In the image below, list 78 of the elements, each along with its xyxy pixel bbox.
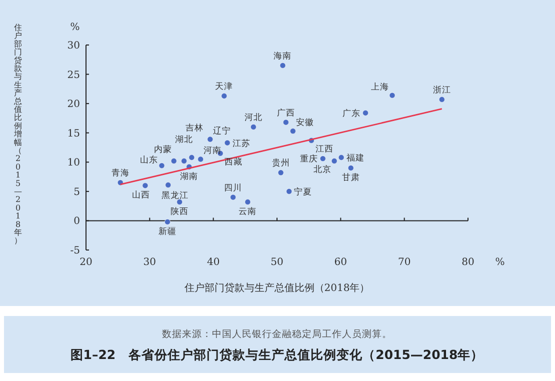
point bbox=[278, 170, 284, 176]
point bbox=[224, 140, 230, 146]
y-tick-label: 20 bbox=[67, 99, 80, 110]
label: 内蒙 bbox=[154, 144, 172, 155]
text: % bbox=[70, 22, 80, 33]
label: 辽宁 bbox=[213, 126, 232, 136]
point bbox=[165, 182, 172, 188]
point bbox=[331, 158, 338, 164]
label: 浙江 bbox=[432, 85, 451, 96]
point bbox=[320, 156, 326, 162]
y-tick-label: 25 bbox=[67, 70, 80, 81]
label: 云南 bbox=[238, 206, 257, 217]
label: 河南 bbox=[204, 146, 222, 156]
x-tick-label: 60 bbox=[334, 257, 348, 268]
x-tick-label: 50 bbox=[270, 257, 284, 268]
label: 贵州 bbox=[272, 158, 290, 169]
source-note: 数据来源：中国人民银行金融稳定局工作人员测算。 bbox=[162, 328, 392, 340]
label: 山东 bbox=[140, 156, 158, 166]
label: 河北 bbox=[244, 113, 262, 123]
point bbox=[164, 218, 171, 225]
point bbox=[207, 136, 214, 142]
point bbox=[230, 194, 236, 200]
label: 江西 bbox=[315, 144, 334, 154]
point bbox=[362, 110, 369, 116]
point bbox=[282, 119, 290, 126]
label: 陕西 bbox=[170, 206, 189, 217]
label: 青海 bbox=[111, 168, 130, 179]
label: 湖南 bbox=[180, 172, 198, 182]
label: 广东 bbox=[342, 108, 360, 119]
y-axis-title: 住户部门贷款与生产总值比例增幅（2015—2018年） bbox=[14, 23, 22, 246]
label: 湖北 bbox=[175, 134, 194, 145]
point bbox=[250, 124, 257, 130]
label: 重庆 bbox=[300, 154, 318, 165]
point bbox=[180, 158, 188, 164]
point bbox=[244, 198, 251, 206]
point bbox=[438, 96, 445, 103]
point bbox=[389, 92, 396, 98]
x-axis-title: 住户部门贷款与生产总值比例（2018年） bbox=[184, 282, 370, 294]
y-tick-label: 15 bbox=[67, 128, 80, 140]
label: 西藏 bbox=[224, 157, 242, 168]
y-tick-label: 0 bbox=[74, 216, 80, 228]
point bbox=[348, 164, 354, 172]
point bbox=[290, 128, 296, 134]
point bbox=[280, 62, 286, 69]
label: 福建 bbox=[346, 153, 364, 164]
label: 上海 bbox=[371, 82, 390, 92]
text: 图1–22 各省份住户部门贷款与生产总值比例变化（2015—2018年） bbox=[70, 347, 484, 362]
label: 广西 bbox=[276, 108, 295, 118]
x-tick-label: 30 bbox=[143, 257, 156, 268]
label: 吉林 bbox=[186, 123, 204, 134]
text: % bbox=[495, 257, 505, 268]
point bbox=[198, 156, 204, 162]
point bbox=[286, 188, 292, 195]
label: 宁夏 bbox=[294, 187, 312, 198]
y-tick-label: -5 bbox=[70, 246, 80, 256]
label: 黑龙江 bbox=[162, 190, 189, 201]
label: 甘肃 bbox=[342, 173, 360, 183]
label: 天津 bbox=[215, 82, 234, 92]
y-tick-label: 5 bbox=[74, 186, 80, 198]
point bbox=[188, 154, 195, 161]
point bbox=[142, 182, 148, 189]
x-tick-label: 80 bbox=[462, 257, 474, 268]
point bbox=[170, 158, 177, 164]
label: 四川 bbox=[224, 183, 242, 194]
label: 山西 bbox=[132, 190, 150, 201]
label: 安徽 bbox=[296, 118, 314, 128]
point bbox=[221, 92, 228, 100]
x-tick-label: 40 bbox=[206, 257, 220, 268]
point bbox=[158, 162, 165, 169]
x-tick-label: 70 bbox=[398, 257, 411, 268]
label: 江苏 bbox=[232, 138, 250, 149]
point bbox=[176, 198, 183, 206]
label: 新疆 bbox=[158, 226, 176, 237]
point bbox=[338, 154, 344, 161]
label: 海南 bbox=[274, 52, 292, 62]
label: 北京 bbox=[313, 164, 332, 175]
y-tick-label: 10 bbox=[67, 158, 80, 169]
y-tick-label: 30 bbox=[67, 40, 80, 52]
